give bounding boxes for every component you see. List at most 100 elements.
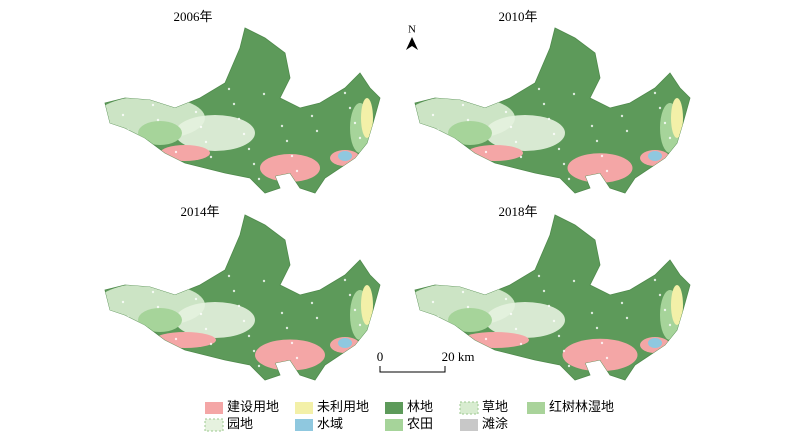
grass-dot	[242, 319, 246, 323]
grass-dot	[310, 301, 314, 305]
grass-dot	[610, 271, 614, 275]
grass-dot	[620, 114, 624, 118]
north-label: N	[408, 24, 416, 36]
grass-dot	[615, 286, 619, 290]
north-arrow-icon	[406, 37, 418, 50]
grass-dot	[509, 125, 513, 129]
grass-dot	[242, 132, 246, 136]
grass-dot	[519, 342, 523, 346]
grass-dot	[648, 176, 652, 180]
grass-dot	[653, 278, 657, 282]
legend-swatch	[205, 402, 223, 414]
grass-dot	[461, 103, 465, 107]
grass-dot	[257, 364, 261, 368]
panel-year: 2014年	[180, 204, 219, 219]
grass-dot	[446, 158, 450, 162]
water-patch	[648, 151, 662, 161]
orchard-patch	[485, 115, 565, 151]
panel-year: 2006年	[173, 9, 212, 24]
orchard-patch	[485, 302, 565, 338]
grass-dot	[552, 319, 556, 323]
grass-dot	[653, 91, 657, 95]
legend-swatch	[459, 401, 479, 415]
grass-dot	[431, 113, 435, 117]
grass-dot	[151, 103, 155, 107]
grass-dot	[484, 337, 488, 341]
grass-dot	[285, 139, 289, 143]
grass-dot	[310, 114, 314, 118]
grass-dot	[595, 139, 599, 143]
grass-dot	[358, 323, 362, 327]
grass-dot	[247, 147, 251, 151]
legend-label: 园地	[227, 416, 253, 431]
legend-swatch	[527, 402, 545, 414]
legend-swatch	[295, 402, 313, 414]
grass-dot	[315, 316, 319, 320]
grass-dot	[199, 125, 203, 129]
grass-dot	[461, 290, 465, 294]
grass-dot	[338, 176, 342, 180]
legend-label: 林地	[407, 399, 433, 414]
grass-dot	[209, 155, 213, 159]
grass-dot	[121, 300, 125, 304]
grass-dot	[305, 99, 309, 103]
grass-dot	[353, 308, 357, 312]
unused-patch	[671, 98, 683, 138]
grass-dot	[415, 268, 417, 272]
grass-dot	[136, 158, 140, 162]
grass-dot	[343, 278, 347, 282]
water-patch	[506, 248, 524, 272]
grass-dot	[441, 330, 445, 334]
grass-dot	[105, 268, 107, 272]
grass-dot	[232, 289, 236, 293]
grass-dot	[184, 367, 188, 371]
grass-dot	[648, 363, 652, 367]
grass-dot	[572, 279, 576, 283]
grass-dot	[590, 124, 594, 128]
unused-patch	[671, 285, 683, 325]
grass-dot	[227, 274, 231, 278]
grass-dot	[668, 136, 672, 140]
grass-dot	[194, 110, 198, 114]
builtup-patch	[562, 338, 638, 372]
grass-dot	[199, 312, 203, 316]
legend-label: 滩涂	[482, 416, 508, 431]
grass-dot	[658, 106, 662, 110]
grass-dot	[504, 297, 508, 301]
grass-dot	[252, 349, 256, 353]
north-arrow: N	[406, 24, 418, 50]
water-patch	[506, 61, 524, 85]
grass-dot	[285, 326, 289, 330]
grass-dot	[605, 356, 609, 360]
builtup-patch	[467, 145, 523, 161]
panel-year: 2018年	[498, 204, 537, 219]
grass-dot	[605, 169, 609, 173]
legend-swatch	[295, 419, 313, 431]
grass-dot	[348, 106, 352, 110]
legend-label: 建设用地	[227, 399, 279, 414]
grass-dot	[174, 150, 178, 154]
grass-dot	[179, 352, 183, 356]
grass-dot	[567, 364, 571, 368]
grass-dot	[257, 177, 261, 181]
grass-dot	[562, 349, 566, 353]
grass-dot	[343, 91, 347, 95]
grass-dot	[146, 275, 150, 279]
grass-dot	[537, 87, 541, 91]
grass-dot	[280, 311, 284, 315]
legend-label: 草地	[482, 399, 508, 414]
grass-dot	[466, 305, 470, 309]
grass-dot	[237, 117, 241, 121]
grass-dot	[353, 121, 357, 125]
grass-dot	[415, 81, 417, 85]
grass-dot	[368, 166, 372, 170]
grass-dot	[338, 363, 342, 367]
grass-dot	[542, 289, 546, 293]
grass-dot	[290, 341, 294, 345]
grass-dot	[557, 334, 561, 338]
grass-dot	[625, 129, 629, 133]
map-panel	[414, 27, 691, 194]
grass-dot	[489, 352, 493, 356]
grass-dot	[547, 117, 551, 121]
grass-dot	[204, 327, 208, 331]
